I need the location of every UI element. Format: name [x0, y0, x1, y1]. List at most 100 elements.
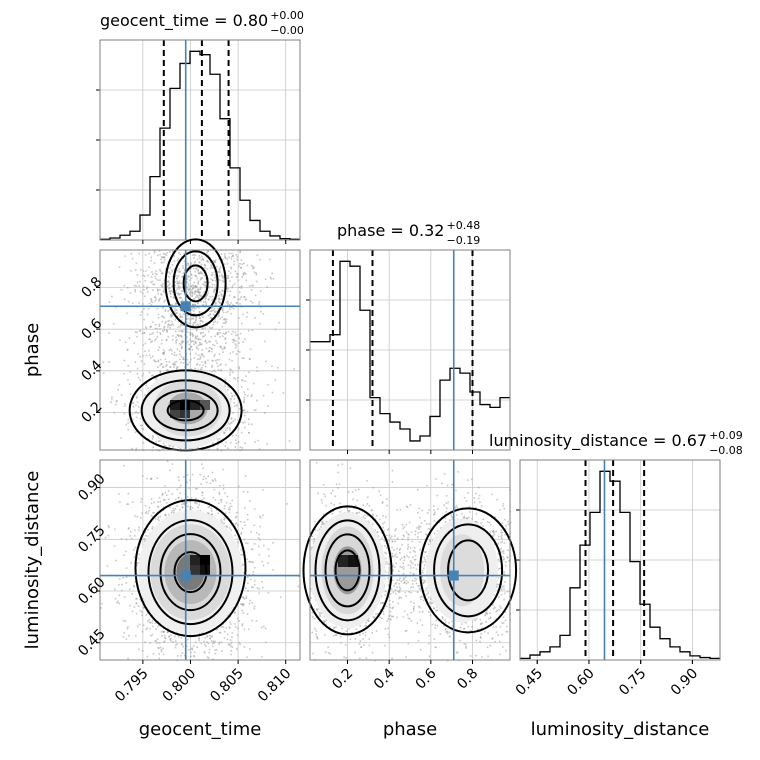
sample-point: [118, 578, 121, 580]
sample-point: [226, 633, 229, 636]
sample-point: [160, 293, 162, 295]
sample-point: [205, 302, 207, 304]
sample-point: [157, 359, 160, 362]
sample-point: [201, 257, 204, 260]
sample-point: [127, 626, 129, 628]
sample-point: [127, 300, 130, 303]
sample-point: [155, 270, 157, 272]
sample-point: [207, 290, 209, 292]
sample-point: [157, 518, 159, 520]
sample-point: [167, 310, 169, 312]
sample-point: [236, 302, 239, 304]
sample-point: [203, 274, 206, 277]
sample-point: [191, 308, 193, 310]
sample-point: [189, 334, 192, 336]
sample-point: [180, 361, 182, 364]
sample-point: [213, 276, 216, 279]
sample-point: [209, 296, 211, 298]
sample-point: [134, 290, 136, 293]
sample-point: [232, 607, 235, 609]
sample-point: [191, 332, 194, 335]
sample-point: [427, 592, 429, 595]
sample-point: [274, 328, 277, 331]
sample-point: [163, 351, 165, 353]
sample-point: [204, 361, 207, 364]
sample-point: [242, 410, 245, 412]
sample-point: [164, 491, 167, 494]
sample-point: [241, 276, 243, 278]
sample-point: [161, 320, 163, 323]
density-cell: [190, 565, 200, 575]
sample-point: [176, 655, 179, 657]
sample-point: [187, 282, 190, 285]
sample-point: [213, 369, 215, 372]
sample-point: [232, 284, 234, 287]
sample-point: [150, 300, 153, 303]
sample-point: [192, 298, 195, 301]
sample-point: [125, 567, 128, 569]
sample-point: [156, 327, 158, 330]
sample-point: [159, 371, 162, 374]
sample-point: [253, 607, 256, 610]
sample-point: [128, 634, 130, 637]
sample-point: [141, 630, 144, 633]
sample-point: [434, 511, 436, 514]
sample-point: [224, 363, 227, 366]
sample-point: [245, 542, 247, 544]
sample-point: [243, 571, 245, 574]
sample-point: [131, 413, 134, 415]
sample-point: [202, 316, 204, 319]
sample-point: [194, 335, 197, 337]
sample-point: [242, 422, 244, 424]
sample-point: [249, 599, 251, 602]
sample-point: [127, 528, 130, 530]
sample-point: [125, 638, 128, 640]
sample-point: [150, 634, 152, 637]
sample-point: [255, 273, 258, 276]
sample-point: [220, 626, 223, 629]
sample-point: [126, 312, 128, 315]
sample-point: [141, 427, 143, 430]
sample-point: [163, 636, 166, 639]
sample-point: [176, 296, 178, 299]
sample-point: [184, 501, 186, 504]
sample-point: [254, 294, 257, 297]
sample-point: [190, 651, 192, 654]
sample-point: [126, 349, 129, 352]
sample-point: [189, 332, 192, 335]
sample-point: [179, 342, 181, 345]
sample-point: [177, 326, 179, 329]
sample-point: [235, 511, 238, 514]
sample-point: [128, 588, 131, 590]
sample-point: [243, 646, 246, 648]
sample-point: [140, 501, 142, 503]
sample-point: [167, 284, 170, 286]
sample-point: [134, 546, 137, 549]
sample-point: [223, 507, 226, 510]
sample-point: [168, 319, 171, 322]
sample-point: [232, 351, 234, 353]
sample-point: [169, 638, 171, 641]
sample-point: [313, 617, 316, 620]
sample-point: [158, 298, 160, 301]
sample-point: [212, 291, 215, 293]
sample-point: [225, 441, 227, 444]
sample-point: [195, 363, 198, 366]
sample-point: [192, 321, 195, 324]
sample-point: [272, 569, 274, 571]
sample-point: [497, 553, 500, 555]
sample-point: [147, 438, 150, 440]
sample-point: [223, 630, 226, 633]
sample-point: [257, 537, 260, 539]
sample-point: [220, 253, 223, 256]
sample-point: [182, 340, 184, 343]
sample-point: [251, 267, 254, 270]
sample-point: [204, 281, 206, 283]
sample-point: [182, 272, 185, 274]
sample-point: [204, 267, 206, 269]
sample-point: [242, 313, 244, 316]
sample-point: [186, 474, 189, 476]
sample-point: [180, 293, 182, 295]
sample-point: [202, 354, 204, 357]
sample-point: [111, 295, 113, 298]
